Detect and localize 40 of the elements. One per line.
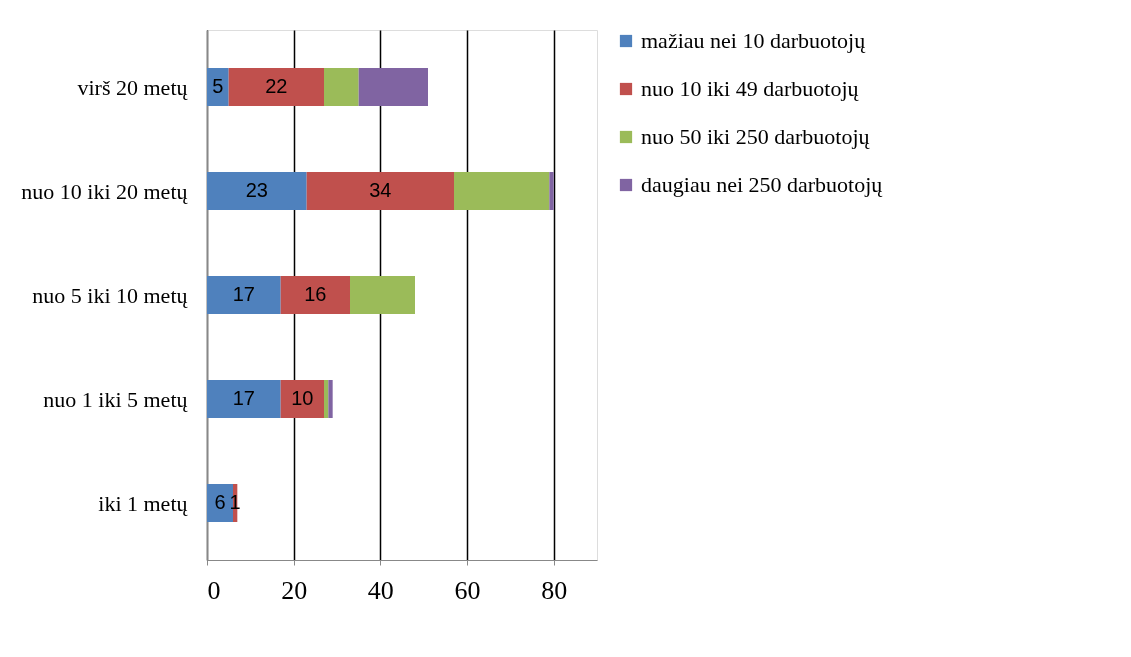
bar [358,68,428,106]
data-label: 1 [229,491,241,513]
y-tick-label: nuo 5 iki 10 metų [32,282,189,308]
legend-label: daugiau nei 250 darbuotojų [641,172,884,197]
data-label: 16 [304,283,327,305]
data-label: 22 [265,75,288,97]
data-label: 17 [232,387,255,409]
bar [207,276,281,314]
x-tick-label: 0 [207,575,221,605]
x-tick-label: 20 [281,575,308,605]
x-tick-label: 40 [367,575,394,605]
x-tick-label: 80 [541,575,568,605]
bar [324,68,359,106]
data-label: 23 [245,179,268,201]
bar [207,68,229,106]
bar [207,380,281,418]
bar [328,380,333,418]
x-tick-label: 60 [454,575,481,605]
bar [350,276,415,314]
y-tick-label: nuo 1 iki 5 metų [43,386,189,412]
data-label: 6 [214,491,226,513]
y-tick-label: nuo 10 iki 20 metų [21,178,189,204]
bar [207,484,233,522]
data-label: 5 [212,75,224,97]
bar [324,380,329,418]
legend-label: mažiau nei 10 darbuotojų [641,28,867,53]
data-label: 34 [369,179,392,201]
data-label: 17 [232,283,255,305]
y-tick-label: iki 1 metų [98,490,189,516]
bar [207,172,307,210]
bar [280,380,324,418]
y-tick-label: virš 20 metų [77,74,189,100]
bar [454,172,550,210]
legend-label: nuo 10 iki 49 darbuotojų [641,76,860,101]
bar [228,68,324,106]
data-label: 10 [291,387,314,409]
bar [549,172,554,210]
bar [280,276,350,314]
legend-label: nuo 50 iki 250 darbuotojų [641,124,871,149]
bar [306,172,454,210]
